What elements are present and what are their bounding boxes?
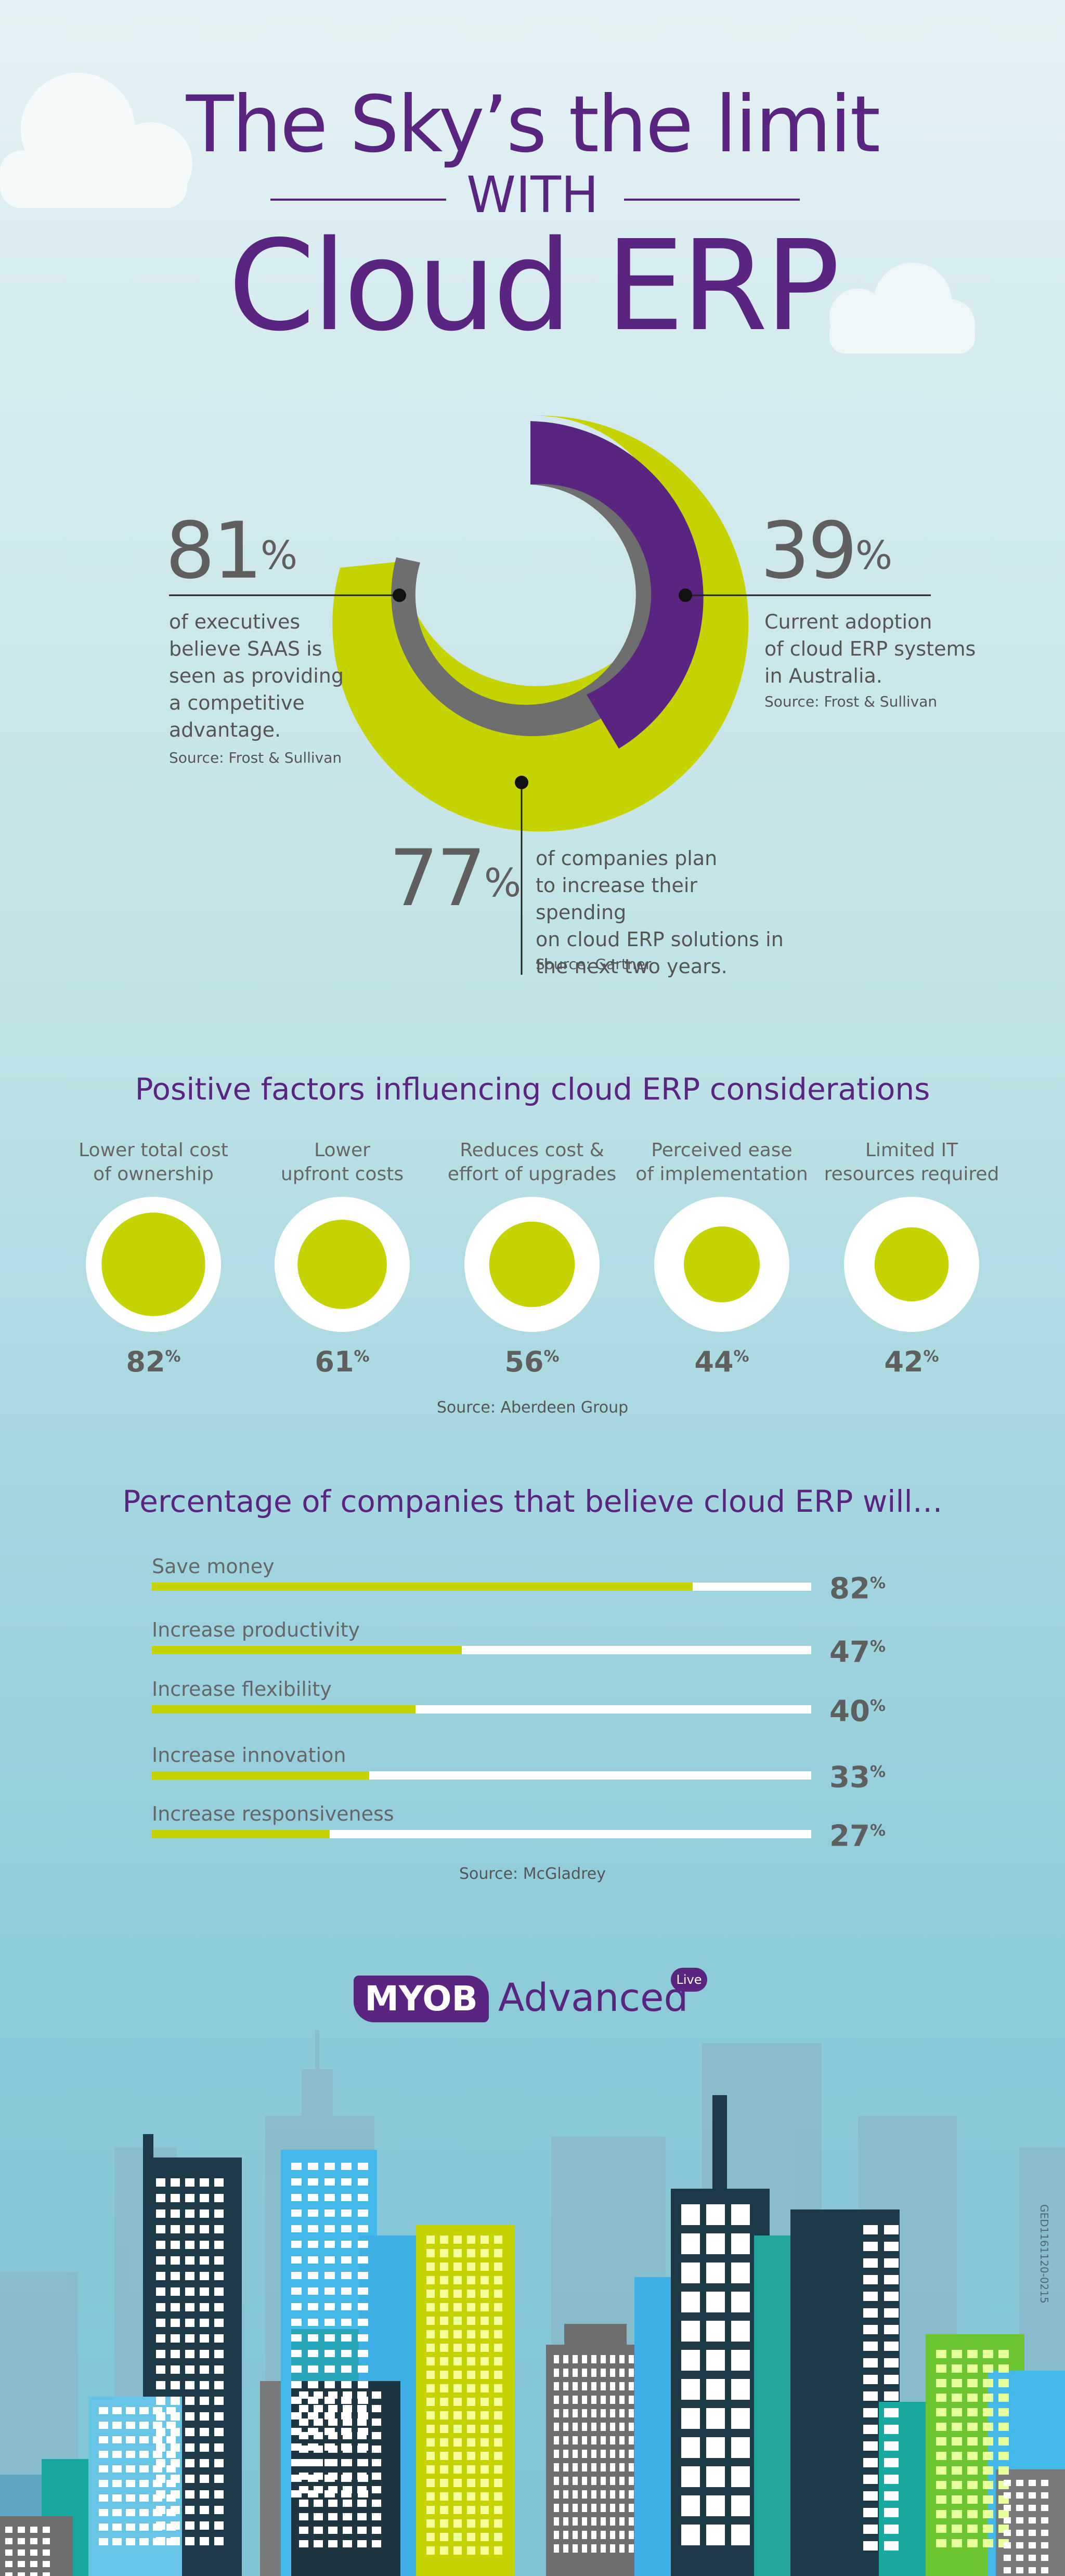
myob-logo: MYOB xyxy=(354,1976,489,2022)
factor-circle xyxy=(86,1197,221,1332)
belief-bar-fill xyxy=(152,1830,330,1838)
beliefs-title: Percentage of companies that believe clo… xyxy=(122,1484,943,1519)
title-rule-left xyxy=(270,199,446,201)
cloud-left-icon xyxy=(0,73,192,208)
factor-label: Reduces cost & effort of upgrades xyxy=(447,1140,617,1185)
stat-81-description: of executives believe SAAS is seen as prov… xyxy=(169,610,344,741)
stat-39-description: Current adoption of cloud ERP systems in A… xyxy=(764,610,976,687)
factor-value: 82% xyxy=(126,1345,181,1378)
donut-ring-purple xyxy=(530,421,704,749)
connector-81-dot xyxy=(393,589,406,602)
factor-circle xyxy=(464,1197,600,1332)
belief-label: Save money xyxy=(152,1555,275,1578)
beliefs-source: Source: McGladrey xyxy=(459,1865,606,1883)
factor-value: 42% xyxy=(884,1345,939,1378)
stat-81-value: 81% xyxy=(165,506,297,596)
factor-circle-value xyxy=(297,1220,387,1309)
stat-39-value: 39% xyxy=(760,506,892,596)
title-line-3: Cloud ERP xyxy=(228,213,840,359)
factor-value: 44% xyxy=(694,1345,749,1378)
city-skyline xyxy=(0,2030,1065,2576)
stat-39-source: Source: Frost & Sullivan xyxy=(764,693,938,710)
belief-label: Increase productivity xyxy=(152,1618,360,1641)
factor-label: Limited IT resources required xyxy=(824,1140,999,1185)
live-badge: Live xyxy=(671,1968,707,1992)
stat-81-source: Source: Frost & Sullivan xyxy=(169,749,342,766)
belief-value: 27% xyxy=(829,1819,886,1853)
stat-77-source: Source: Gartner xyxy=(536,956,652,973)
belief-label: Increase responsiveness xyxy=(152,1802,394,1825)
factor-circle-value xyxy=(489,1221,575,1307)
title-line-2: WITH xyxy=(466,166,599,224)
belief-bar-fill xyxy=(152,1583,693,1591)
factor-circle xyxy=(275,1197,410,1332)
belief-label: Increase flexibility xyxy=(152,1678,332,1701)
belief-bar-fill xyxy=(152,1646,462,1654)
belief-bar-fill xyxy=(152,1705,416,1714)
factor-label: Lower total cost of ownership xyxy=(79,1140,228,1185)
factor-circle-value xyxy=(101,1212,205,1316)
brand-product: Advanced xyxy=(498,1976,689,2020)
connector-39-dot xyxy=(679,589,692,602)
factor-label: Lower upfront costs xyxy=(280,1140,404,1185)
factor-value: 56% xyxy=(504,1345,560,1378)
factor-circle-value xyxy=(874,1227,949,1302)
title-line-1: The Sky’s the limit xyxy=(186,80,880,170)
connector-77-dot xyxy=(515,776,528,789)
factor-circle-value xyxy=(684,1226,760,1302)
belief-value: 47% xyxy=(829,1635,886,1669)
factor-circle xyxy=(654,1197,789,1332)
factors-source: Source: Aberdeen Group xyxy=(436,1398,629,1417)
belief-value: 40% xyxy=(829,1694,886,1729)
footer-code-wrap: GED1161120-0215 xyxy=(1035,2204,1056,2360)
factors-title: Positive factors influencing cloud ERP c… xyxy=(135,1071,930,1107)
belief-value: 33% xyxy=(829,1760,886,1795)
belief-bar-fill xyxy=(152,1771,370,1780)
belief-value: 82% xyxy=(829,1572,886,1606)
factor-circle xyxy=(844,1197,979,1332)
footer-code: GED1161120-0215 xyxy=(1038,2204,1050,2304)
stat-77-value: 77% xyxy=(389,833,521,924)
cloud-right-icon xyxy=(829,263,975,354)
donut-chart xyxy=(169,415,931,975)
belief-label: Increase innovation xyxy=(152,1744,346,1767)
stat-77-description: of companies plan to increase their spend… xyxy=(536,847,784,978)
factor-label: Perceived ease of implementation xyxy=(635,1140,808,1185)
factor-value: 61% xyxy=(315,1345,370,1378)
title-rule-right xyxy=(624,199,800,201)
